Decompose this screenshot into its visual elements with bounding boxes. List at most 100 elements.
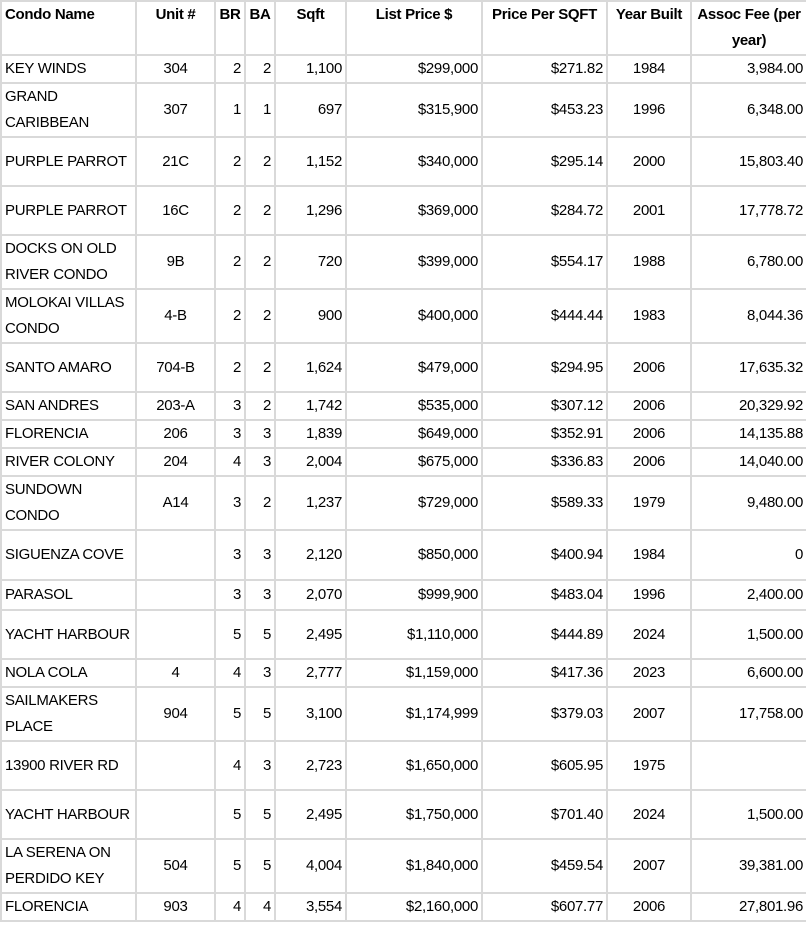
table-row: PURPLE PARROT 21C 2 2 1,152 $340,000 $295.14 20… (0, 136, 806, 187)
ba-cell: 3 (244, 740, 276, 791)
br-cell: 4 (214, 740, 246, 791)
ba-cell: 4 (244, 892, 276, 922)
header-year-built: Year Built (606, 0, 692, 56)
br-cell: 4 (214, 892, 246, 922)
year-built-cell: 1983 (606, 288, 692, 344)
table-row: SIGUENZA COVE 3 3 2,120 $850,000 $400.94 1984 0 (0, 529, 806, 581)
sqft-cell: 1,624 (274, 342, 347, 393)
sqft-cell: 2,070 (274, 579, 347, 611)
table-row: FLORENCIA 903 4 4 3,554 $2,160,000 $607.77 2006… (0, 892, 806, 922)
sqft-cell: 1,839 (274, 419, 347, 449)
assoc-fee-cell: 17,758.00 (690, 686, 806, 742)
price-per-sqft-cell: $453.23 (481, 82, 608, 138)
assoc-fee-cell (690, 740, 806, 791)
price-per-sqft-cell: $352.91 (481, 419, 608, 449)
ba-cell: 3 (244, 529, 276, 581)
unit-cell: 504 (135, 838, 216, 894)
price-per-sqft-cell: $294.95 (481, 342, 608, 393)
list-price-cell: $315,900 (345, 82, 483, 138)
price-per-sqft-cell: $607.77 (481, 892, 608, 922)
assoc-fee-cell: 1,500.00 (690, 609, 806, 660)
unit-cell: 206 (135, 419, 216, 449)
unit-cell: 304 (135, 54, 216, 84)
year-built-cell: 1988 (606, 234, 692, 290)
header-assoc-fee: Assoc Fee (per year) (690, 0, 806, 56)
br-cell: 5 (214, 838, 246, 894)
assoc-fee-cell: 27,801.96 (690, 892, 806, 922)
year-built-cell: 2023 (606, 658, 692, 688)
year-built-cell: 2001 (606, 185, 692, 236)
year-built-cell: 2000 (606, 136, 692, 187)
ba-cell: 2 (244, 475, 276, 531)
assoc-fee-cell: 15,803.40 (690, 136, 806, 187)
assoc-fee-cell: 39,381.00 (690, 838, 806, 894)
ba-cell: 2 (244, 342, 276, 393)
year-built-cell: 2024 (606, 609, 692, 660)
table-row: LA SERENA ON PERDIDO KEY 504 5 5 4,004 $1,840… (0, 838, 806, 894)
list-price-cell: $850,000 (345, 529, 483, 581)
ba-cell: 3 (244, 419, 276, 449)
assoc-fee-cell: 14,135.88 (690, 419, 806, 449)
table-body: KEY WINDS 304 2 2 1,100 $299,000 $271.82 1984 3,… (0, 54, 806, 922)
header-list-price: List Price $ (345, 0, 483, 56)
table-row: YACHT HARBOUR 5 5 2,495 $1,750,000 $701.40 202… (0, 789, 806, 840)
table-row: SUNDOWN CONDO A14 3 2 1,237 $729,000 $589.33 19… (0, 475, 806, 531)
ba-cell: 3 (244, 447, 276, 477)
condo-name-cell: SAN ANDRES (0, 391, 137, 421)
condo-name-cell: KEY WINDS (0, 54, 137, 84)
ba-cell: 1 (244, 82, 276, 138)
condo-name-cell: GRAND CARIBBEAN (0, 82, 137, 138)
list-price-cell: $1,174,999 (345, 686, 483, 742)
br-cell: 3 (214, 475, 246, 531)
price-per-sqft-cell: $295.14 (481, 136, 608, 187)
ba-cell: 3 (244, 658, 276, 688)
list-price-cell: $299,000 (345, 54, 483, 84)
table-row: FLORENCIA 206 3 3 1,839 $649,000 $352.91 2006 14… (0, 419, 806, 449)
list-price-cell: $999,900 (345, 579, 483, 611)
ba-cell: 5 (244, 789, 276, 840)
sqft-cell: 4,004 (274, 838, 347, 894)
condo-name-cell: YACHT HARBOUR (0, 609, 137, 660)
assoc-fee-cell: 1,500.00 (690, 789, 806, 840)
sqft-cell: 3,554 (274, 892, 347, 922)
year-built-cell: 1979 (606, 475, 692, 531)
price-per-sqft-cell: $444.89 (481, 609, 608, 660)
list-price-cell: $1,159,000 (345, 658, 483, 688)
price-per-sqft-cell: $483.04 (481, 579, 608, 611)
price-per-sqft-cell: $589.33 (481, 475, 608, 531)
br-cell: 3 (214, 579, 246, 611)
condo-name-cell: PARASOL (0, 579, 137, 611)
br-cell: 3 (214, 529, 246, 581)
condo-name-cell: SAILMAKERS PLACE (0, 686, 137, 742)
br-cell: 5 (214, 789, 246, 840)
price-per-sqft-cell: $400.94 (481, 529, 608, 581)
br-cell: 4 (214, 447, 246, 477)
br-cell: 5 (214, 609, 246, 660)
table-row: NOLA COLA 4 4 3 2,777 $1,159,000 $417.36 2023 6,… (0, 658, 806, 688)
year-built-cell: 2007 (606, 686, 692, 742)
assoc-fee-cell: 20,329.92 (690, 391, 806, 421)
year-built-cell: 2006 (606, 342, 692, 393)
ba-cell: 5 (244, 838, 276, 894)
year-built-cell: 1984 (606, 54, 692, 84)
br-cell: 3 (214, 391, 246, 421)
header-sqft: Sqft (274, 0, 347, 56)
table-row: SAN ANDRES 203-A 3 2 1,742 $535,000 $307.12 200… (0, 391, 806, 421)
sqft-cell: 2,495 (274, 789, 347, 840)
br-cell: 2 (214, 288, 246, 344)
list-price-cell: $340,000 (345, 136, 483, 187)
table-row: RIVER COLONY 204 4 3 2,004 $675,000 $336.83 200… (0, 447, 806, 477)
table-row: SAILMAKERS PLACE 904 5 5 3,100 $1,174,999 $379… (0, 686, 806, 742)
sqft-cell: 1,100 (274, 54, 347, 84)
sqft-cell: 900 (274, 288, 347, 344)
sqft-cell: 2,120 (274, 529, 347, 581)
price-per-sqft-cell: $271.82 (481, 54, 608, 84)
sqft-cell: 2,004 (274, 447, 347, 477)
assoc-fee-cell: 3,984.00 (690, 54, 806, 84)
list-price-cell: $1,750,000 (345, 789, 483, 840)
condo-name-cell: SIGUENZA COVE (0, 529, 137, 581)
assoc-fee-cell: 0 (690, 529, 806, 581)
table-row: DOCKS ON OLD RIVER CONDO 9B 2 2 720 $399,000 $… (0, 234, 806, 290)
ba-cell: 2 (244, 136, 276, 187)
ba-cell: 2 (244, 391, 276, 421)
